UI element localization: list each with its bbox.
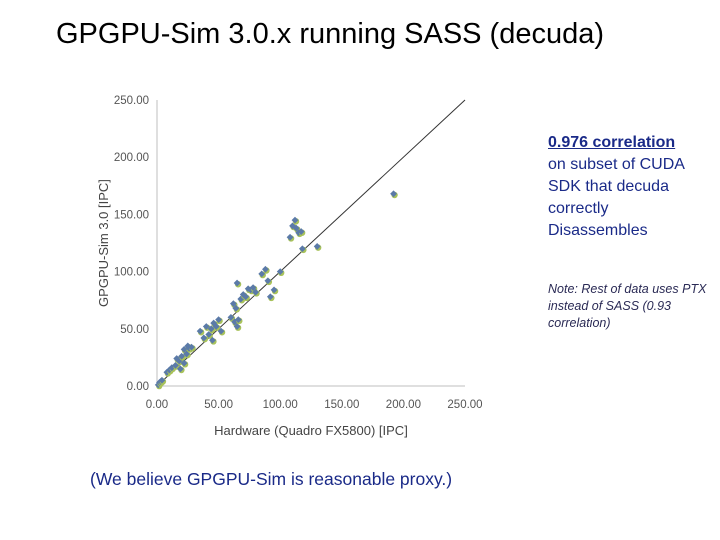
data-point xyxy=(258,270,266,279)
data-point xyxy=(297,228,306,236)
data-point xyxy=(177,365,185,374)
data-point xyxy=(390,190,398,199)
footer-note: (We believe GPGPU-Sim is reasonable prox… xyxy=(90,469,453,489)
y-tick-label: 100.00 xyxy=(114,267,149,279)
data-point xyxy=(205,331,213,339)
y-tick-label: 250.00 xyxy=(114,95,149,107)
scatter-chart: 0.00 50.00 100.00 150.00 200.00 250.00 0.00 50… xyxy=(96,95,483,438)
data-point xyxy=(209,336,217,345)
data-point xyxy=(178,352,186,361)
y-tick-label: 200.00 xyxy=(114,152,149,164)
data-points xyxy=(154,190,398,390)
correlation-line-2: SDK that decuda xyxy=(548,178,669,195)
data-point xyxy=(234,316,243,325)
correlation-line-4: Disassembles xyxy=(548,222,648,239)
x-tick-label: 100.00 xyxy=(263,399,298,411)
x-tick-labels: 0.00 50.00 100.00 150.00 200.00 250.00 xyxy=(146,399,483,411)
data-point xyxy=(276,268,285,276)
correlation-line-1: on subset of CUDA xyxy=(548,156,685,173)
x-tick-label: 250.00 xyxy=(447,399,482,411)
y-axis-label: GPGPU-Sim 3.0 [IPC] xyxy=(96,179,111,307)
data-point xyxy=(262,265,270,274)
y-tick-label: 50.00 xyxy=(120,324,149,336)
data-point xyxy=(252,288,260,297)
data-point xyxy=(207,325,216,334)
data-point xyxy=(212,323,221,331)
data-point xyxy=(242,293,250,302)
x-tick-label: 50.00 xyxy=(204,399,233,411)
data-point xyxy=(233,323,242,331)
data-point xyxy=(158,376,167,385)
correlation-line-3: correctly xyxy=(548,200,609,217)
data-point xyxy=(270,286,279,295)
x-tick-label: 0.00 xyxy=(146,399,168,411)
y-tick-label: 0.00 xyxy=(127,381,149,393)
x-tick-label: 200.00 xyxy=(386,399,421,411)
y-tick-label: 150.00 xyxy=(114,209,149,221)
y-tick-labels: 0.00 50.00 100.00 150.00 200.00 250.00 xyxy=(114,95,149,393)
data-point xyxy=(313,243,322,251)
data-point xyxy=(180,359,189,368)
data-point xyxy=(217,327,226,336)
data-point xyxy=(215,316,223,325)
data-point xyxy=(233,279,242,288)
data-point xyxy=(188,343,196,352)
x-axis-label: Hardware (Quadro FX5800) [IPC] xyxy=(214,423,408,438)
data-point xyxy=(286,233,295,242)
correlation-callout: 0.976 correlation on subset of CUDA SDK … xyxy=(548,132,685,242)
data-point xyxy=(264,277,273,286)
data-point xyxy=(298,245,307,254)
correlation-headline: 0.976 correlation xyxy=(548,134,676,151)
slide-title: GPGPU-Sim 3.0.x running SASS (decuda) xyxy=(56,18,605,50)
data-point xyxy=(200,334,209,343)
data-point xyxy=(291,216,300,225)
x-tick-label: 150.00 xyxy=(324,399,359,411)
data-point xyxy=(232,304,241,313)
reference-line xyxy=(156,99,466,387)
data-point xyxy=(196,327,205,336)
ptx-note: Note: Rest of data uses PTX instead of S… xyxy=(548,282,707,330)
data-point xyxy=(183,350,191,359)
data-point xyxy=(266,293,275,302)
